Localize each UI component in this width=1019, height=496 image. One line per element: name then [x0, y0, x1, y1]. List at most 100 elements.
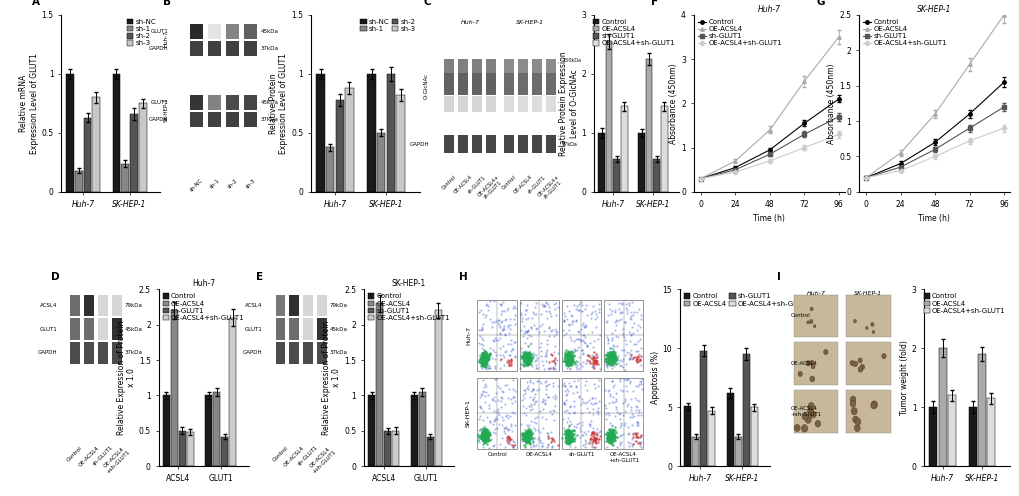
Point [557, 357, 574, 365]
Point [629, 418, 645, 426]
Point [476, 429, 492, 437]
Point [606, 308, 623, 316]
Point [477, 434, 493, 442]
Point [587, 357, 603, 365]
Point [604, 432, 621, 439]
Point [493, 414, 510, 422]
Point [586, 363, 602, 371]
Point [561, 353, 578, 361]
Point [524, 434, 540, 441]
Point [584, 427, 600, 435]
Point [473, 404, 489, 412]
Point [534, 405, 550, 413]
Point [582, 435, 598, 443]
Text: sh-GLUT1: sh-GLUT1 [568, 452, 594, 457]
Point [579, 351, 595, 359]
Point [608, 443, 625, 451]
Point [489, 319, 505, 327]
Point [470, 430, 486, 437]
Point [502, 423, 519, 431]
Point [520, 360, 536, 368]
Point [543, 410, 559, 418]
Point [537, 302, 553, 310]
Point [528, 419, 544, 427]
Point [516, 409, 532, 417]
Point [606, 348, 623, 356]
Point [602, 354, 619, 362]
Point [568, 363, 584, 371]
Point [473, 425, 489, 433]
Point [557, 431, 574, 438]
Point [601, 425, 618, 433]
Point [532, 343, 548, 351]
Point [555, 317, 572, 325]
Point [603, 431, 620, 438]
Point [616, 395, 633, 403]
Point [518, 437, 534, 445]
Bar [947, 395, 955, 466]
Point [530, 377, 546, 385]
Bar [130, 114, 138, 192]
Point [589, 404, 605, 412]
Point [601, 427, 618, 434]
Point [604, 432, 621, 439]
Point [564, 316, 580, 324]
Point [605, 398, 622, 406]
Text: SK-HEP-1: SK-HEP-1 [854, 291, 881, 296]
Point [601, 349, 618, 357]
Point [598, 363, 614, 371]
Point [556, 357, 573, 365]
Text: Control: Control [440, 174, 457, 190]
Bar [275, 342, 285, 364]
Point [518, 429, 534, 437]
Point [567, 443, 583, 451]
Point [558, 354, 575, 362]
Point [557, 432, 574, 439]
Point [579, 386, 595, 394]
Point [477, 438, 493, 446]
Point [518, 429, 534, 437]
Point [476, 349, 492, 357]
Text: OE-ACSL4: OE-ACSL4 [526, 452, 552, 457]
Point [583, 437, 599, 445]
Bar [275, 318, 285, 340]
Point [610, 299, 627, 307]
Point [602, 432, 619, 440]
Point [501, 325, 518, 333]
Point [559, 353, 576, 361]
Point [539, 364, 555, 372]
Point [568, 383, 584, 391]
Text: D: D [51, 271, 59, 282]
Point [471, 426, 487, 434]
Point [477, 428, 493, 436]
Point [490, 321, 506, 329]
Point [570, 300, 586, 308]
Point [528, 365, 544, 372]
Point [596, 351, 612, 359]
Point [599, 387, 615, 395]
Point [505, 437, 522, 445]
Point [561, 438, 578, 446]
Point [521, 428, 537, 435]
Point [574, 307, 590, 315]
Point [536, 400, 552, 408]
Point [479, 353, 495, 361]
Point [565, 357, 581, 365]
Point [546, 361, 562, 369]
Point [559, 354, 576, 362]
Point [587, 443, 603, 451]
Point [475, 443, 491, 451]
Point [489, 396, 505, 404]
Point [561, 351, 578, 359]
Point [560, 432, 577, 440]
Point [557, 357, 574, 365]
Point [607, 360, 624, 368]
Point [560, 433, 577, 441]
Point [631, 356, 647, 364]
Point [538, 314, 554, 322]
Point [476, 434, 492, 441]
Point [543, 357, 559, 365]
Point [477, 360, 493, 368]
Point [601, 428, 618, 436]
Point [517, 431, 533, 438]
